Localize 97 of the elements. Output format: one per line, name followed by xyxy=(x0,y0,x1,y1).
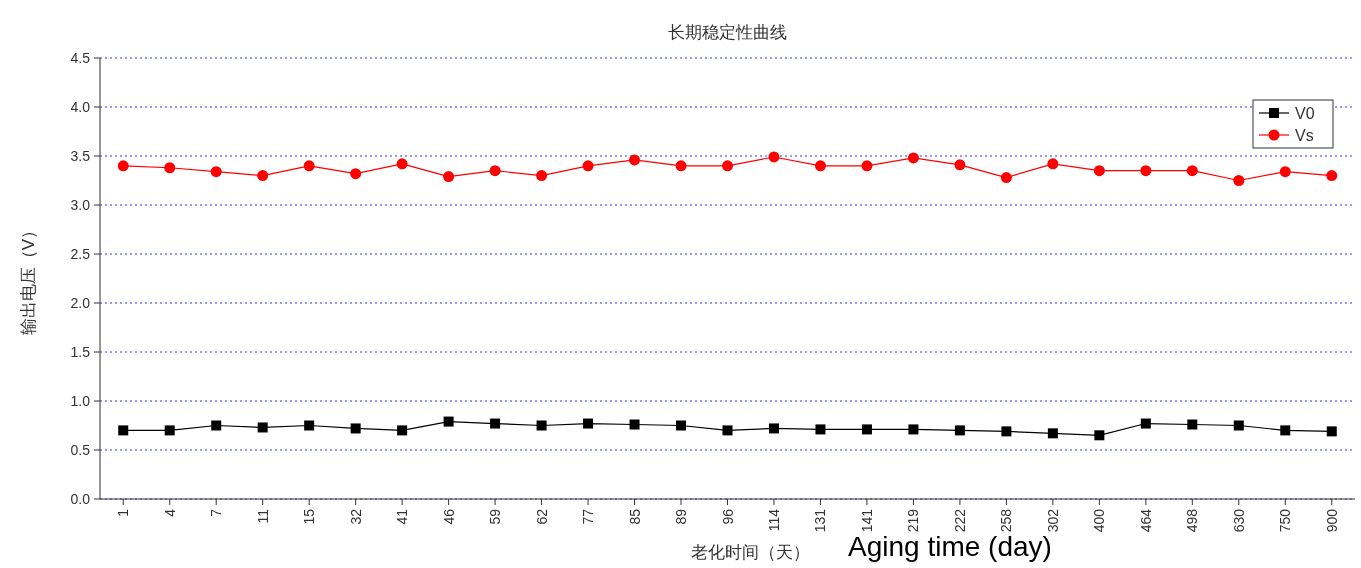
x-tick-label: 4 xyxy=(161,508,178,517)
x-tick-label: 114 xyxy=(765,508,782,532)
point xyxy=(396,158,408,170)
point xyxy=(582,160,594,172)
point xyxy=(954,425,965,436)
point xyxy=(443,416,454,427)
y-tick-label: 0.5 xyxy=(70,442,91,458)
x-tick-label: 11 xyxy=(254,508,271,524)
point xyxy=(1186,165,1198,177)
legend-label: V0 xyxy=(1295,105,1315,122)
y-tick-label: 4.0 xyxy=(70,99,91,115)
point xyxy=(536,420,547,431)
point xyxy=(1047,158,1059,170)
point xyxy=(211,420,222,431)
point xyxy=(1233,175,1245,186)
point xyxy=(1279,166,1291,178)
point xyxy=(907,152,919,164)
x-tick-label: 59 xyxy=(487,508,504,525)
point xyxy=(908,424,919,435)
point xyxy=(583,418,594,429)
point xyxy=(1280,425,1291,436)
point xyxy=(1187,419,1198,430)
point xyxy=(397,425,408,436)
y-tick-label: 2.0 xyxy=(70,295,91,311)
x-tick-label: 302 xyxy=(1044,508,1061,533)
x-tick-label: 141 xyxy=(858,508,875,533)
x-tick-label: 630 xyxy=(1230,508,1247,533)
point xyxy=(350,168,362,180)
x-tick-label: 498 xyxy=(1184,508,1201,533)
point xyxy=(210,166,222,178)
x-tick-label: 46 xyxy=(440,508,457,525)
x-axis-title: 老化时间（天） xyxy=(690,543,810,562)
point xyxy=(1326,426,1337,437)
x-tick-label: 32 xyxy=(347,508,364,525)
point xyxy=(768,151,780,163)
point xyxy=(164,425,175,436)
x-tick-label: 15 xyxy=(301,508,318,525)
point xyxy=(954,159,966,171)
point xyxy=(118,425,129,436)
point xyxy=(164,162,176,174)
point xyxy=(1000,172,1012,184)
point xyxy=(814,160,826,172)
point xyxy=(490,418,501,429)
x-tick-label: 7 xyxy=(208,508,225,517)
point xyxy=(257,422,268,433)
x-tick-label: 62 xyxy=(533,508,550,525)
point xyxy=(722,425,733,436)
x-tick-label: 77 xyxy=(580,508,597,525)
y-tick-label: 3.0 xyxy=(70,197,91,213)
point xyxy=(1140,418,1151,429)
point xyxy=(1140,165,1152,177)
y-tick-label: 1.0 xyxy=(70,393,91,409)
point xyxy=(629,419,640,430)
text: Aging time (day) xyxy=(848,531,1052,562)
point xyxy=(304,420,315,431)
x-tick-label: 41 xyxy=(394,508,411,525)
x-tick-label: 1 xyxy=(115,508,132,517)
y-axis-title: 输出电压（V） xyxy=(19,221,38,336)
y-tick-label: 4.5 xyxy=(70,50,91,66)
x-tick-label: 464 xyxy=(1137,508,1154,533)
x-tick-label: 258 xyxy=(998,508,1015,533)
point xyxy=(1094,430,1105,441)
point xyxy=(489,165,501,177)
x-tick-label: 900 xyxy=(1323,508,1340,533)
point xyxy=(257,170,269,182)
x-tick-label: 85 xyxy=(626,508,643,525)
x-tick-label: 400 xyxy=(1091,508,1108,533)
x-tick-label: 96 xyxy=(719,508,736,525)
y-tick-label: 0.0 xyxy=(70,491,91,507)
point xyxy=(1047,428,1058,439)
point xyxy=(722,160,733,172)
y-tick-label: 3.5 xyxy=(70,148,91,164)
point xyxy=(350,423,361,434)
point xyxy=(675,160,687,172)
point xyxy=(1001,426,1012,437)
x-tick-label: 89 xyxy=(673,508,690,525)
point xyxy=(861,424,872,435)
point xyxy=(1093,165,1105,177)
x-tick-label: 131 xyxy=(812,508,829,533)
point xyxy=(629,154,641,166)
point xyxy=(768,423,779,434)
x-tick-label: 222 xyxy=(951,508,968,533)
point xyxy=(676,420,687,431)
x-tick-label: 750 xyxy=(1277,508,1294,533)
point xyxy=(303,160,315,172)
chart-title: 长期稳定性曲线 xyxy=(668,23,787,42)
point xyxy=(536,170,548,182)
point xyxy=(117,160,129,172)
x-tick-label: 219 xyxy=(905,508,922,533)
point xyxy=(815,424,826,435)
point xyxy=(443,171,455,183)
point xyxy=(861,160,873,172)
y-tick-label: 1.5 xyxy=(70,344,91,360)
y-tick-label: 2.5 xyxy=(70,246,91,262)
point xyxy=(1326,170,1338,182)
legend-label: Vs xyxy=(1295,127,1314,144)
point xyxy=(1233,420,1244,431)
